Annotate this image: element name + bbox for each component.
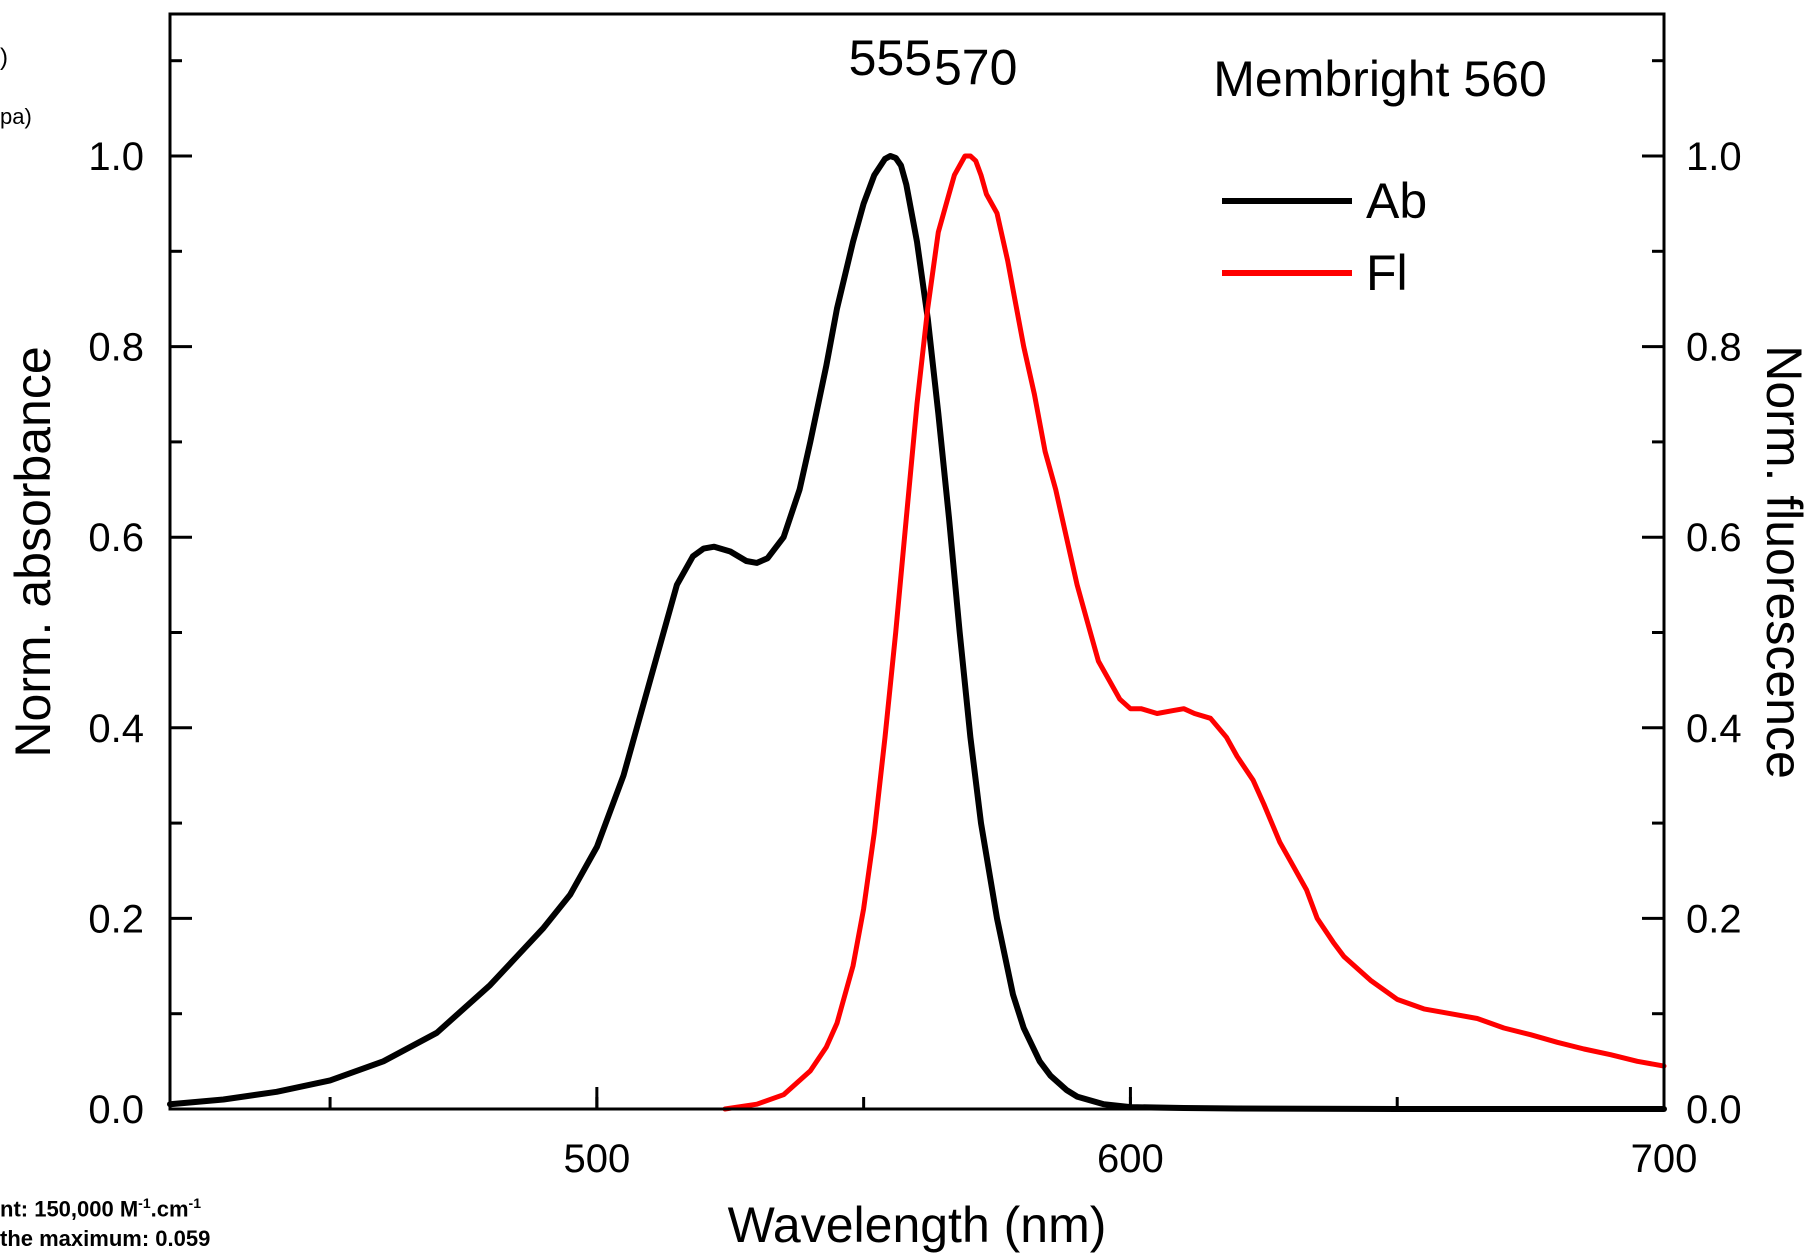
series-line-fl	[722, 153, 1667, 1112]
y-axis-title-right: Norm. fluorescence	[1756, 345, 1812, 779]
tick-labels: 500 600 700 0.0 0.0 0.2 0.2 0.4 0.4 0.6 0.6 0.8 0.8 1…	[88, 135, 1741, 1181]
y-right-tick-label: 0.4	[1686, 707, 1742, 751]
legend-label-fl: Fl	[1366, 245, 1408, 301]
plot-curves	[167, 153, 1667, 1112]
extinction-text: nt: 150,000 M	[0, 1196, 139, 1222]
y-left-tick-label: 0.4	[88, 707, 144, 751]
x-axis-title: Wavelength (nm)	[728, 1197, 1107, 1253]
y-left-tick-label: 0.8	[88, 326, 144, 370]
cropped-text-bottom-1: nt: 150,000 M-1.cm-1	[0, 1195, 201, 1222]
extinction-unit: .cm	[150, 1196, 189, 1222]
extinction-sup-2: -1	[188, 1195, 201, 1211]
series-line-ab	[167, 153, 1667, 1112]
peak-label-555: 555	[849, 30, 932, 86]
cropped-text-top-1: )	[0, 44, 8, 71]
y-left-tick-label: 1.0	[88, 135, 144, 179]
y-left-tick-label: 0.0	[88, 1088, 144, 1132]
y-axis-title-left: Norm. absorbance	[5, 346, 61, 757]
y-right-tick-label: 0.0	[1686, 1088, 1742, 1132]
legend-label-ab: Ab	[1366, 173, 1427, 229]
y-right-tick-label: 0.6	[1686, 516, 1742, 560]
x-tick-label-600: 600	[1097, 1137, 1164, 1181]
chart-title: Membright 560	[1213, 51, 1547, 107]
y-right-tick-label: 0.2	[1686, 897, 1742, 941]
cropped-text-top-2: pa)	[0, 104, 32, 129]
cropped-text-bottom-2: the maximum: 0.059	[0, 1226, 211, 1251]
y-right-tick-label: 0.8	[1686, 326, 1742, 370]
x-tick-label-500: 500	[563, 1137, 630, 1181]
peak-annotations: 555 570	[849, 30, 1018, 96]
peak-label-570: 570	[934, 40, 1017, 96]
y-right-tick-label: 1.0	[1686, 135, 1742, 179]
extinction-sup-1: -1	[138, 1195, 151, 1211]
y-left-tick-label: 0.6	[88, 516, 144, 560]
legend: Ab Fl	[1222, 173, 1427, 301]
x-tick-label-700: 700	[1631, 1137, 1698, 1181]
plot-frame	[168, 12, 1666, 1111]
y-left-tick-label: 0.2	[88, 897, 144, 941]
axis-ticks	[170, 59, 1666, 1111]
